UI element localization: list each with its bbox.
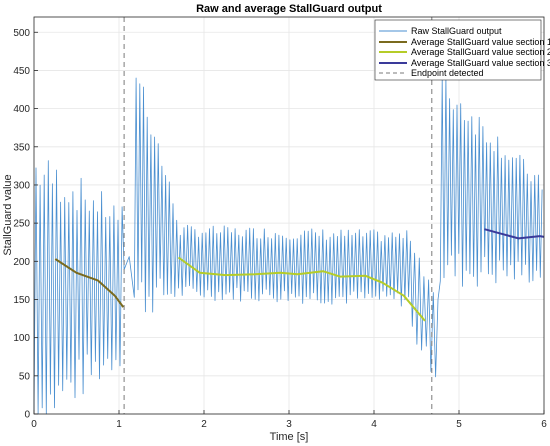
average-line-section-3 bbox=[484, 228, 545, 240]
x-axis-ticks: 0 1 2 3 4 5 6 bbox=[31, 410, 547, 430]
y-tick-label: 450 bbox=[13, 66, 30, 77]
x-tick-label: 6 bbox=[541, 419, 547, 430]
y-tick-label: 0 bbox=[24, 410, 30, 421]
raw-output-layer bbox=[33, 76, 543, 415]
x-axis-label: Time [s] bbox=[270, 431, 309, 443]
legend-label-endpoint: Endpoint detected bbox=[411, 68, 484, 78]
legend-label-raw: Raw StallGuard output bbox=[411, 26, 502, 36]
legend-label-section-1: Average StallGuard value section 1 bbox=[411, 37, 550, 47]
legend-label-section-3: Average StallGuard value section 3 bbox=[411, 58, 550, 68]
average-line-section-2 bbox=[177, 256, 426, 322]
x-tick-label: 1 bbox=[116, 419, 122, 430]
legend-label-section-2: Average StallGuard value section 2 bbox=[411, 47, 550, 57]
raw-stallguard-line bbox=[33, 76, 543, 415]
y-tick-label: 350 bbox=[13, 142, 30, 153]
y-axis-label: StallGuard value bbox=[2, 174, 14, 255]
y-tick-label: 400 bbox=[13, 104, 30, 115]
average-line-section-1 bbox=[54, 258, 125, 308]
y-tick-label: 150 bbox=[13, 295, 30, 306]
endpoint-layer bbox=[123, 17, 433, 414]
x-tick-label: 3 bbox=[286, 419, 292, 430]
y-tick-label: 200 bbox=[13, 257, 30, 268]
legend-box bbox=[374, 19, 542, 81]
x-tick-label: 2 bbox=[201, 419, 207, 430]
x-tick-label: 0 bbox=[31, 419, 37, 430]
y-axis-ticks: 0 50 100 150 200 250 300 350 400 450 500 bbox=[13, 28, 38, 421]
y-tick-label: 100 bbox=[13, 333, 30, 344]
y-tick-label: 250 bbox=[13, 219, 30, 230]
x-tick-label: 5 bbox=[456, 419, 462, 430]
chart-title: Raw and average StallGuard output bbox=[196, 3, 382, 15]
average-lines-layer bbox=[54, 228, 545, 322]
y-tick-label: 300 bbox=[13, 180, 30, 191]
legend: Raw StallGuard output Average StallGuard… bbox=[374, 19, 550, 81]
x-tick-label: 4 bbox=[371, 419, 377, 430]
y-tick-label: 50 bbox=[19, 371, 31, 382]
y-tick-label: 500 bbox=[13, 28, 30, 39]
